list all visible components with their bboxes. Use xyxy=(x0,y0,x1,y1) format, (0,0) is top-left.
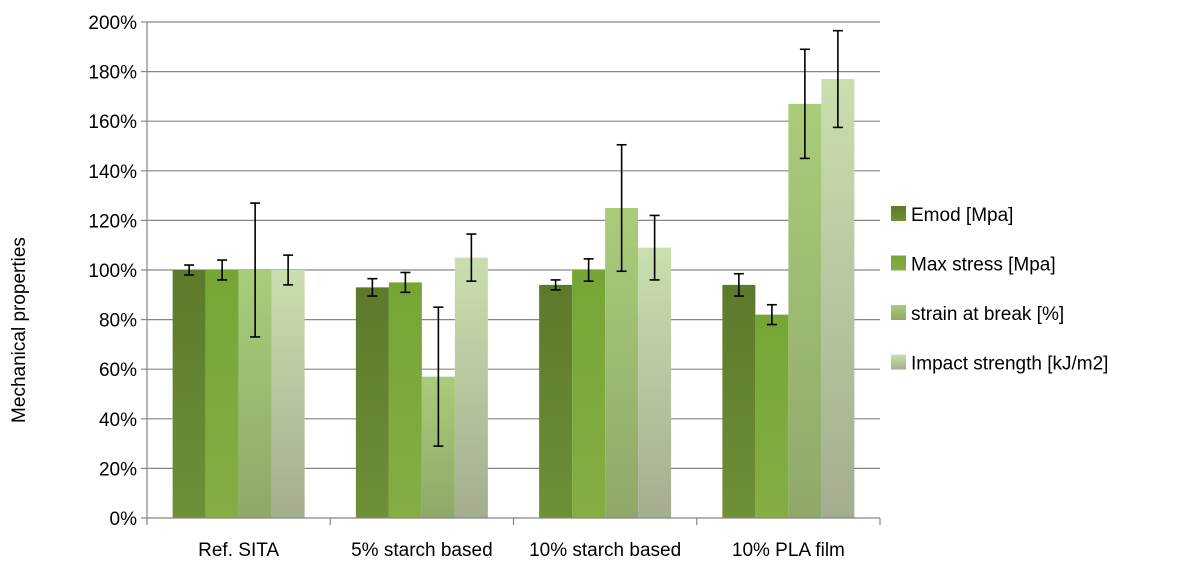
x-tick-label: 10% starch based xyxy=(529,540,681,561)
y-tick-label: 80% xyxy=(99,311,137,332)
bar xyxy=(722,284,756,518)
bar xyxy=(355,287,389,518)
x-tick-label: 10% PLA film xyxy=(732,540,845,561)
x-tick-label: Ref. SITA xyxy=(198,540,279,561)
legend: Emod [Mpa] Max stress [Mpa] strain at brea… xyxy=(891,205,1108,375)
legend-swatch xyxy=(891,206,906,221)
bar xyxy=(539,284,573,518)
bar xyxy=(388,282,422,518)
x-tick-label: 5% starch based xyxy=(351,540,493,561)
legend-label: Max stress [Mpa] xyxy=(911,255,1056,276)
error-bars xyxy=(184,29,843,447)
axes xyxy=(146,22,881,525)
bar xyxy=(638,247,672,518)
y-tick-labels: 0% 20% 40% 60% 80% 100% 120% 140% 160% 180% 200% xyxy=(88,13,137,530)
bars xyxy=(172,79,855,518)
y-tick-label: 100% xyxy=(88,261,137,282)
y-tick-label: 160% xyxy=(88,112,137,133)
y-tick-label: 40% xyxy=(99,410,137,431)
bar xyxy=(755,314,789,518)
legend-swatch xyxy=(891,305,906,320)
legend-label: strain at break [%] xyxy=(911,304,1064,325)
legend-swatch xyxy=(891,255,906,271)
bar xyxy=(172,270,206,518)
y-tick-label: 20% xyxy=(99,459,137,480)
y-tick-label: 120% xyxy=(88,211,137,232)
x-tick-labels: Ref. SITA 5% starch based 10% starch based… xyxy=(198,540,845,561)
bar xyxy=(205,270,239,518)
bar xyxy=(821,79,855,518)
legend-swatch xyxy=(891,354,906,370)
y-axis-title: Mechanical properties xyxy=(9,237,30,423)
y-tick-label: 200% xyxy=(88,13,137,34)
y-tick-label: 180% xyxy=(88,63,137,84)
y-tick-label: 140% xyxy=(88,162,137,183)
bar xyxy=(572,270,606,518)
legend-label: Emod [Mpa] xyxy=(911,205,1013,226)
bar xyxy=(454,257,488,518)
legend-label: Impact strength [kJ/m2] xyxy=(911,354,1108,375)
bar xyxy=(271,270,305,518)
bar xyxy=(788,103,822,518)
y-tick-label: 60% xyxy=(99,360,137,381)
y-tick-label: 0% xyxy=(110,509,138,530)
